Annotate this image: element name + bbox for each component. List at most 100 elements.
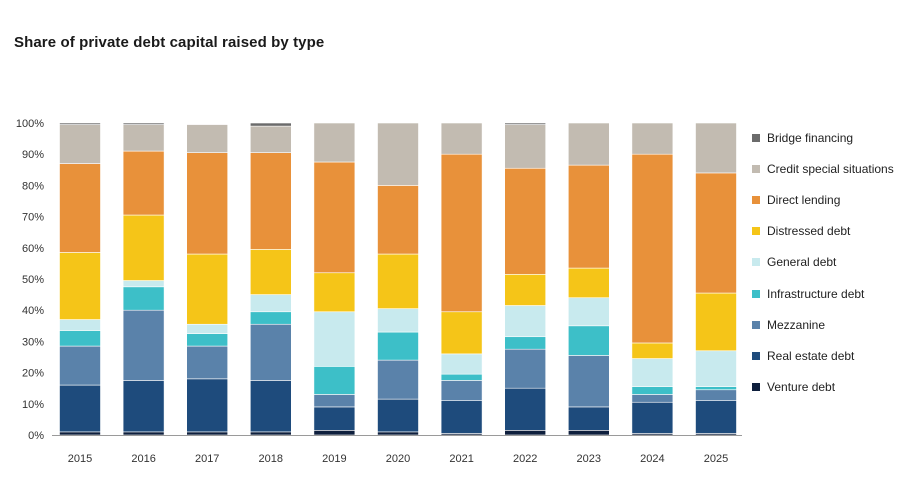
legend-label: Distressed debt (767, 224, 851, 239)
bar-segment (440, 380, 483, 401)
x-tick-label: 2016 (131, 453, 155, 465)
bar-segment (250, 311, 292, 325)
bar-segment (250, 380, 292, 433)
y-tick-label: 80% (22, 180, 44, 192)
bar-segment (567, 406, 610, 431)
bar-segment (186, 333, 228, 347)
legend-swatch (752, 133, 760, 142)
bar-segment (250, 249, 292, 295)
bar-segment (122, 150, 165, 216)
bar-segment (440, 373, 483, 381)
y-tick-label: 60% (22, 243, 44, 255)
bar-segment (313, 311, 356, 367)
bar-segment (504, 305, 547, 338)
bar-segment (567, 325, 610, 356)
bar-segment (504, 348, 547, 389)
y-tick-label: 50% (22, 274, 44, 286)
bar-segment (313, 272, 356, 313)
bar-segment (186, 378, 228, 433)
bar-segment (186, 152, 228, 255)
bar-segment (186, 345, 228, 380)
y-tick-label: 90% (22, 149, 44, 161)
bar-segment (250, 125, 292, 153)
bar-segment (504, 387, 547, 431)
bar-segment (59, 319, 101, 331)
legend-label: Bridge financing (767, 130, 854, 145)
legend-swatch (752, 227, 760, 236)
bar-segment (59, 252, 101, 320)
bar-segment (122, 380, 165, 433)
legend-item: General debt (752, 247, 894, 278)
bar-segment (631, 358, 674, 387)
bar-segment (59, 122, 101, 125)
bar-segment (250, 323, 292, 381)
legend-label: Direct lending (767, 192, 841, 207)
bars-group (59, 122, 737, 436)
bar-segment (440, 311, 483, 355)
bar-segment (377, 122, 419, 186)
legend-item: Bridge financing (752, 122, 894, 153)
bar-segment (567, 430, 610, 436)
bar-segment (567, 267, 610, 299)
bar-segment (377, 398, 419, 433)
legend-item: Direct lending (752, 184, 894, 215)
bar-segment (122, 122, 165, 125)
x-tick-label: 2024 (640, 453, 664, 465)
bar-segment (313, 122, 356, 163)
bar-segment (250, 122, 292, 127)
bar-segment (567, 355, 610, 408)
bar-segment (59, 431, 101, 436)
bar-segment (313, 366, 356, 395)
bar-segment (695, 172, 737, 294)
bar-segment (631, 394, 674, 403)
legend-swatch (752, 164, 760, 173)
bar-segment (250, 152, 292, 250)
x-tick-label: 2021 (449, 453, 473, 465)
bar-segment (59, 384, 101, 433)
legend-item: Mezzanine (752, 309, 894, 340)
legend-swatch (752, 289, 760, 298)
bar-segment (377, 331, 419, 361)
bar-segment (59, 163, 101, 253)
y-tick-label: 10% (22, 399, 44, 411)
bar-segment (631, 342, 674, 359)
y-tick-label: 100% (16, 118, 44, 130)
legend-item: Credit special situations (752, 153, 894, 184)
y-tick-label: 40% (22, 305, 44, 317)
x-axis: 2015 2016 2017 2018 2019 2020 2021 2022 2023 2024… (52, 435, 742, 465)
bar-segment (504, 167, 547, 275)
bar-segment (313, 406, 356, 431)
x-tick-label: 2023 (577, 453, 601, 465)
bar-segment (122, 431, 165, 436)
bar-segment (440, 400, 483, 434)
x-tick-label: 2018 (259, 453, 283, 465)
bar-segment (440, 122, 483, 155)
legend-item: Infrastructure debt (752, 278, 894, 309)
bar-segment (504, 122, 547, 125)
legend-item: Real estate debt (752, 340, 894, 371)
legend-swatch (752, 383, 760, 392)
bar-segment (695, 386, 737, 391)
bar-segment (504, 430, 547, 436)
bar-segment (567, 297, 610, 327)
legend-label: Infrastructure debt (767, 286, 865, 301)
bar-segment (250, 431, 292, 436)
bar-segment (313, 430, 356, 436)
bar-segment (377, 308, 419, 333)
chart-title: Share of private debt capital raised by … (14, 34, 325, 51)
bar-segment (440, 153, 483, 313)
legend-swatch (752, 258, 760, 267)
bar-segment (186, 253, 228, 325)
bar-segment (695, 350, 737, 387)
legend-item: Venture debt (752, 372, 894, 403)
bar-segment (567, 122, 610, 166)
x-tick-label: 2020 (386, 453, 410, 465)
bar-segment (59, 345, 101, 386)
x-tick-label: 2022 (513, 453, 537, 465)
bar-segment (377, 185, 419, 255)
y-axis: 0% 10% 20% 30% 40% 50% 60% 70% 80% 90% 100% (16, 118, 44, 442)
bar-segment (695, 389, 737, 401)
bar-segment (377, 431, 419, 436)
bar-segment (377, 253, 419, 309)
